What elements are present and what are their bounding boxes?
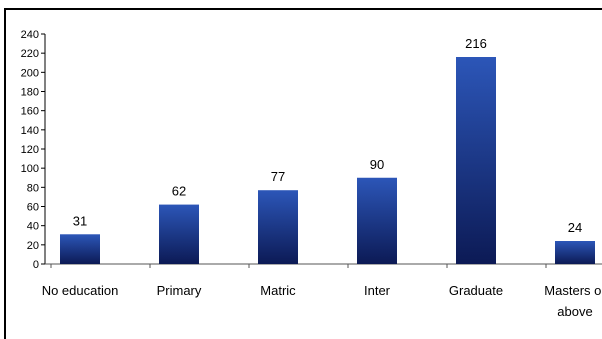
chart-frame — [4, 8, 602, 339]
data-label: 31 — [73, 213, 87, 228]
category-label-line: Matric — [260, 283, 296, 298]
category-label: No education — [42, 283, 119, 298]
category-label: Primary — [157, 283, 202, 298]
category-label-line: Primary — [157, 283, 202, 298]
data-label: 24 — [568, 220, 582, 235]
y-tick-label: 40 — [27, 221, 39, 233]
data-label: 62 — [172, 184, 186, 199]
y-tick-label: 140 — [21, 125, 39, 137]
axes — [41, 33, 602, 268]
category-label: Matric — [260, 283, 296, 298]
y-tick-label: 80 — [27, 182, 39, 194]
labels: 0 20 40 60 80 100 120 140 160 180 200 220 240 31 No ed… — [21, 29, 602, 319]
category-label-line: Inter — [364, 283, 391, 298]
category-label-line: No education — [42, 283, 119, 298]
data-label: 77 — [271, 169, 285, 184]
y-tick-label: 240 — [21, 29, 39, 41]
bar-masters-or-above — [555, 241, 595, 264]
y-tick-label: 220 — [21, 48, 39, 60]
bar-graduate — [456, 57, 496, 264]
category-label-line: above — [557, 304, 592, 319]
y-tick-label: 180 — [21, 87, 39, 99]
bars — [60, 57, 595, 264]
y-tick-label: 120 — [21, 144, 39, 156]
y-tick-label: 160 — [21, 106, 39, 118]
category-label: Inter — [364, 283, 391, 298]
data-label: 90 — [370, 157, 384, 172]
category-label-line: Masters or — [544, 283, 602, 298]
y-tick-label: 100 — [21, 163, 39, 175]
y-tick-label: 0 — [33, 259, 39, 271]
category-label: Graduate — [449, 283, 503, 298]
category-label: Masters or above — [544, 283, 602, 319]
bar-primary — [159, 204, 199, 264]
bar-no-education — [60, 234, 100, 264]
bar-matric — [258, 190, 298, 264]
y-tick-label: 200 — [21, 67, 39, 79]
y-tick-label: 20 — [27, 240, 39, 252]
data-label: 216 — [465, 36, 487, 51]
bar-inter — [357, 177, 397, 264]
y-tick-label: 60 — [27, 202, 39, 214]
category-label-line: Graduate — [449, 283, 503, 298]
